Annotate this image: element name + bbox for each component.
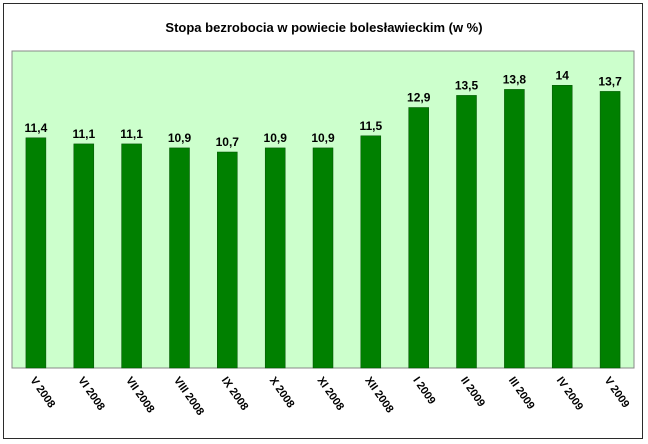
value-labels-group: 11,4 11,1 11,1 10,9 10,7 10,9 10,9 11,5 12,9 13,5… [25, 68, 623, 149]
bar-9 [408, 107, 429, 369]
x-tick-label-6: X 2008 [267, 375, 297, 410]
bar-8 [360, 135, 382, 369]
bar-12 [551, 85, 573, 369]
x-tick-label-4: VIII 2008 [171, 375, 206, 418]
x-tick-label-12: IV 2009 [554, 375, 586, 413]
x-tick-label-9: I 2009 [410, 375, 437, 407]
bar-value-label-4: 10,9 [168, 131, 192, 145]
bar-10 [456, 95, 477, 369]
x-tick-labels-group: V 2008 VI 2008 VII 2008 VIII 2008 IX 2008 X 2… [27, 375, 631, 418]
bar-value-label-7: 10,9 [311, 131, 335, 145]
bar-11 [504, 89, 525, 369]
x-tick-label-2: VI 2008 [75, 375, 107, 413]
x-tick-label-13: V 2009 [602, 375, 632, 410]
bar-value-label-2: 11,1 [72, 127, 95, 141]
bar-2 [73, 143, 95, 369]
x-tick-label-11: III 2009 [506, 375, 537, 412]
bar-value-label-12: 14 [556, 68, 570, 82]
bar-value-label-3: 11,1 [120, 127, 143, 141]
bar-value-label-11: 13,8 [503, 72, 527, 86]
bar-13 [599, 91, 621, 369]
x-tick-label-1: V 2008 [27, 375, 57, 410]
x-tick-label-8: XII 2008 [362, 375, 395, 415]
bar-value-label-9: 12,9 [407, 91, 431, 105]
bar-value-label-8: 11,5 [359, 119, 382, 133]
bar-value-label-6: 10,9 [264, 131, 288, 145]
bars-group [25, 85, 621, 369]
bar-value-label-13: 13,7 [598, 74, 622, 88]
bar-value-label-1: 11,4 [25, 121, 48, 135]
bar-6 [264, 147, 286, 369]
chart-title: Stopa bezrobocia w powiecie bolesławieck… [165, 20, 483, 35]
bar-4 [169, 147, 190, 369]
bar-5 [217, 151, 238, 369]
bar-3 [121, 143, 142, 369]
bar-value-label-5: 10,7 [216, 135, 240, 149]
x-tick-label-7: XI 2008 [315, 375, 347, 413]
x-tick-label-10: II 2009 [458, 375, 487, 409]
x-tick-label-5: IX 2008 [219, 375, 251, 413]
bar-value-label-10: 13,5 [455, 78, 479, 92]
bar-7 [312, 147, 334, 369]
bar-1 [25, 137, 47, 369]
x-tick-label-3: VII 2008 [123, 375, 156, 415]
